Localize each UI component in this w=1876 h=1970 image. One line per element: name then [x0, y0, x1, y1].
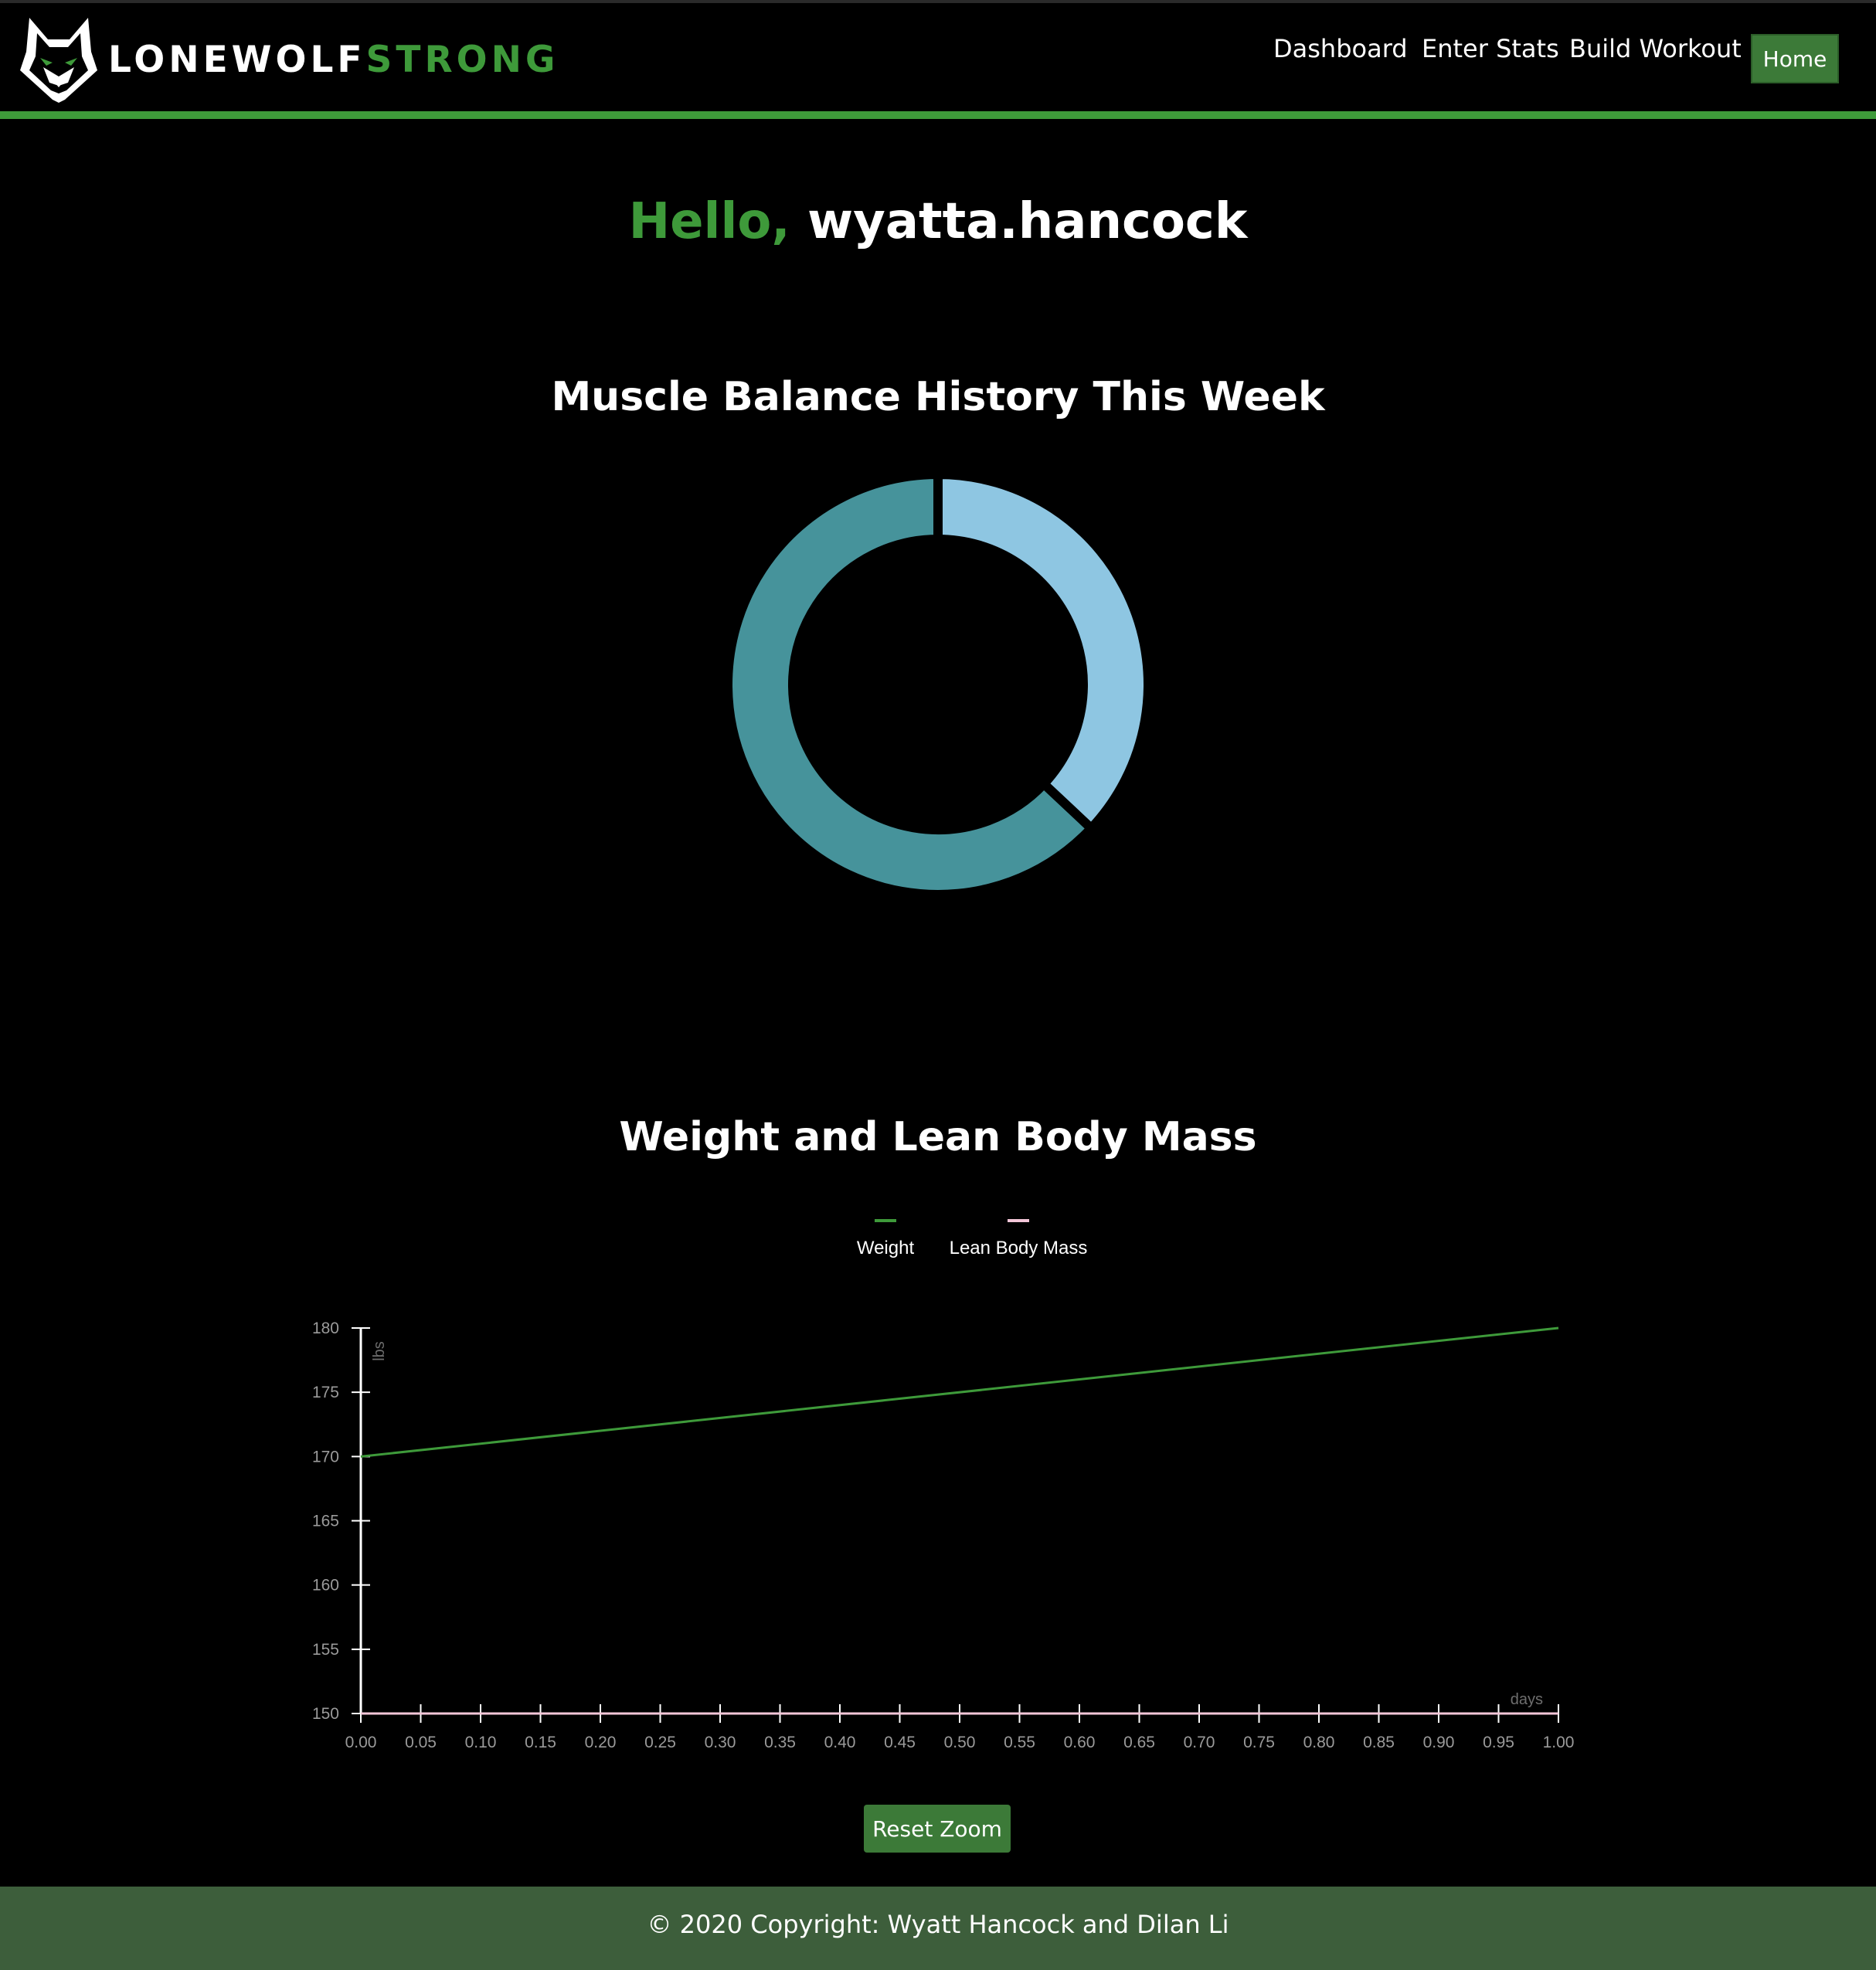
- weight-lbm-title: Weight and Lean Body Mass: [619, 1114, 1257, 1160]
- x-tick-label: 0.05: [405, 1734, 437, 1751]
- x-tick-label: 0.55: [1004, 1734, 1035, 1751]
- x-tick-label: 0.60: [1064, 1734, 1096, 1751]
- x-tick-label: 0.75: [1243, 1734, 1275, 1751]
- x-tick-label: 0.95: [1483, 1734, 1514, 1751]
- y-tick-label: 165: [312, 1513, 339, 1530]
- x-tick-label: 0.70: [1184, 1734, 1215, 1751]
- brand-name-lonewolf: LONEWOLF: [108, 38, 366, 81]
- y-tick-label: 155: [312, 1641, 339, 1659]
- footer-copyright: © 2020 Copyright: Wyatt Hancock and Dila…: [647, 1910, 1229, 1939]
- reset-zoom-button[interactable]: Reset Zoom: [864, 1805, 1011, 1853]
- greeting-username: wyatta.hancock: [807, 193, 1248, 250]
- donut-slice-0[interactable]: [933, 473, 1150, 835]
- x-tick-label: 0.35: [764, 1734, 796, 1751]
- y-tick-label: 150: [312, 1705, 339, 1723]
- nav-enter-stats[interactable]: Enter Stats: [1422, 34, 1559, 63]
- x-tick-label: 0.90: [1423, 1734, 1455, 1751]
- y-axis-label: lbs: [371, 1341, 388, 1361]
- y-tick-label: 170: [312, 1448, 339, 1466]
- x-tick-label: 0.80: [1303, 1734, 1335, 1751]
- x-axis-label: days: [1511, 1691, 1543, 1708]
- brand-logo[interactable]: LONEWOLFSTRONG: [20, 15, 559, 104]
- nav-build-workout[interactable]: Build Workout: [1569, 34, 1742, 63]
- x-tick-label: 0.50: [944, 1734, 976, 1751]
- x-tick-label: 0.40: [824, 1734, 856, 1751]
- legend-label-1[interactable]: Lean Body Mass: [950, 1238, 1088, 1258]
- legend-label-0[interactable]: Weight: [857, 1238, 915, 1258]
- x-tick-label: 0.00: [345, 1734, 377, 1751]
- home-button[interactable]: Home: [1751, 34, 1839, 83]
- x-tick-label: 0.15: [525, 1734, 556, 1751]
- y-tick-label: 175: [312, 1384, 339, 1401]
- x-tick-label: 0.45: [884, 1734, 916, 1751]
- x-tick-label: 0.10: [465, 1734, 497, 1751]
- muscle-balance-title: Muscle Balance History This Week: [551, 374, 1325, 420]
- y-tick-label: 160: [312, 1577, 339, 1595]
- window-top-border: [0, 0, 1876, 3]
- muscle-balance-donut-chart[interactable]: [726, 473, 1150, 896]
- brand-name-strong: STRONG: [365, 38, 559, 81]
- x-tick-label: 0.85: [1363, 1734, 1395, 1751]
- wolf-head-icon: [20, 18, 97, 103]
- x-tick-label: 0.30: [705, 1734, 736, 1751]
- nav-accent-bar: [0, 111, 1876, 119]
- brand-name: LONEWOLFSTRONG: [108, 39, 559, 81]
- navbar: LONEWOLFSTRONG Dashboard Enter Stats Bui…: [0, 3, 1876, 111]
- weight-lbm-line-chart[interactable]: Weight Lean Body Mass 150 155 160 165 170 175 18…: [294, 1197, 1592, 1761]
- nav-dashboard[interactable]: Dashboard: [1273, 34, 1408, 63]
- series-line-0[interactable]: [360, 1326, 1559, 1458]
- greeting-hello: Hello,: [628, 193, 790, 250]
- greeting: Hello, wyatta.hancock: [0, 193, 1876, 250]
- x-tick-label: 0.65: [1123, 1734, 1155, 1751]
- x-tick-label: 0.20: [585, 1734, 617, 1751]
- y-tick-label: 180: [312, 1320, 339, 1337]
- x-tick-label: 1.00: [1543, 1734, 1575, 1751]
- footer: © 2020 Copyright: Wyatt Hancock and Dila…: [0, 1887, 1876, 1970]
- x-tick-label: 0.25: [644, 1734, 676, 1751]
- donut-slice-1[interactable]: [726, 473, 1098, 896]
